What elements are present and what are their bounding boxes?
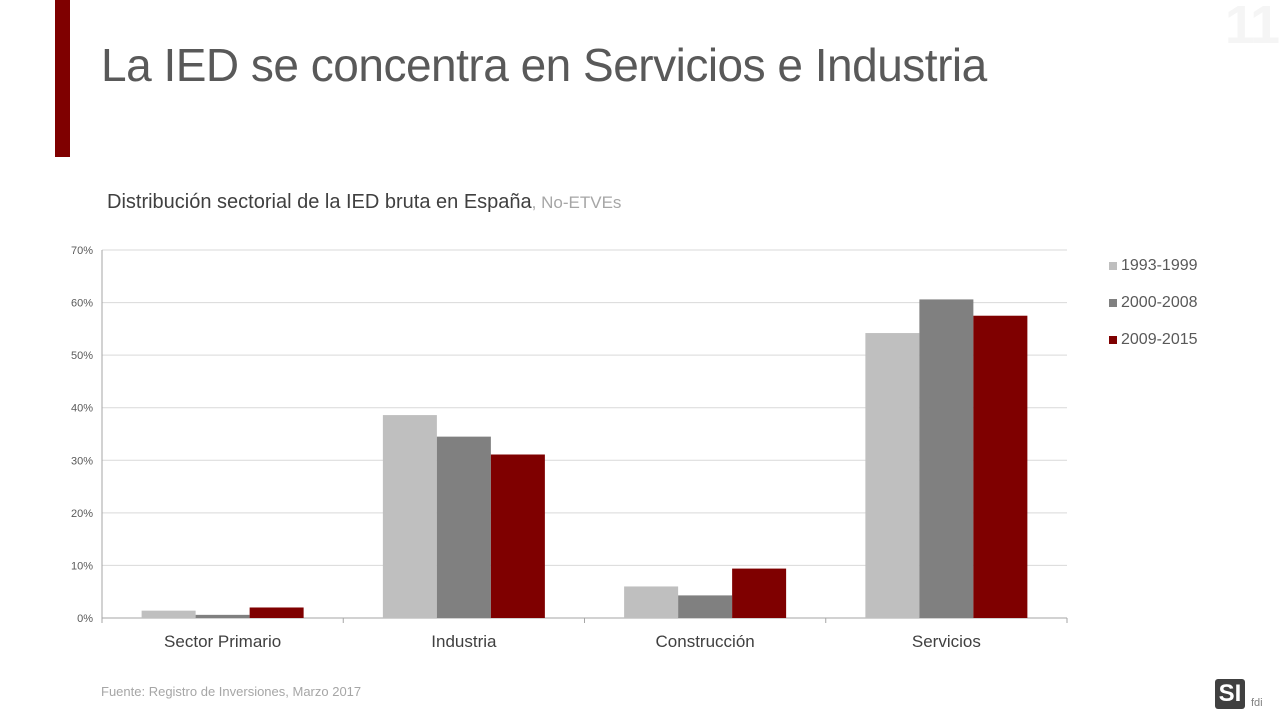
source-note: Fuente: Registro de Inversiones, Marzo 2… (101, 684, 362, 699)
chart-title: Distribución sectorial de la IED bruta e… (107, 191, 621, 214)
y-tick-label: 30% (71, 455, 93, 467)
bar (732, 568, 787, 618)
chart-legend: 1993-1999 2000-2008 2009-2015 (1109, 247, 1198, 358)
logo-mark: SI (1215, 679, 1245, 709)
legend-label: 2009-2015 (1121, 330, 1198, 348)
slide-title: La IED se concentra en Servicios e Indus… (101, 39, 987, 91)
bar (382, 415, 437, 618)
bar (436, 436, 491, 618)
legend-label: 2000-2008 (1121, 293, 1198, 311)
x-tick-label: Construcción (656, 632, 755, 651)
bar (195, 614, 250, 618)
bar (865, 333, 920, 618)
chart-title-main: Distribución sectorial de la IED bruta e… (107, 191, 532, 213)
bar (141, 610, 196, 618)
legend-swatch (1109, 261, 1117, 270)
legend-label: 1993-1999 (1121, 256, 1198, 274)
logo-text: fdi (1251, 697, 1263, 709)
bar (624, 586, 679, 618)
legend-swatch (1109, 335, 1117, 344)
chart-subtitle: , No-ETVEs (531, 193, 622, 212)
x-tick-label: Industria (431, 632, 497, 651)
y-tick-label: 70% (71, 245, 93, 257)
legend-item: 2009-2015 (1109, 321, 1198, 358)
y-tick-label: 40% (71, 403, 93, 415)
y-tick-label: 0% (77, 613, 93, 625)
bar (973, 315, 1028, 618)
logo: SI fdi (1215, 679, 1263, 709)
bar (919, 299, 974, 618)
y-tick-label: 10% (71, 560, 93, 572)
y-tick-label: 20% (71, 508, 93, 520)
bar (490, 454, 545, 618)
accent-bar (55, 0, 70, 157)
y-tick-label: 60% (71, 298, 93, 310)
bar (678, 595, 733, 618)
legend-item: 1993-1999 (1109, 247, 1198, 284)
x-tick-label: Servicios (912, 632, 981, 651)
page-number: 11 (1224, 0, 1280, 55)
bar (249, 607, 304, 618)
x-tick-label: Sector Primario (164, 632, 281, 651)
legend-swatch (1109, 298, 1117, 307)
legend-item: 2000-2008 (1109, 284, 1198, 321)
y-tick-label: 50% (71, 350, 93, 362)
